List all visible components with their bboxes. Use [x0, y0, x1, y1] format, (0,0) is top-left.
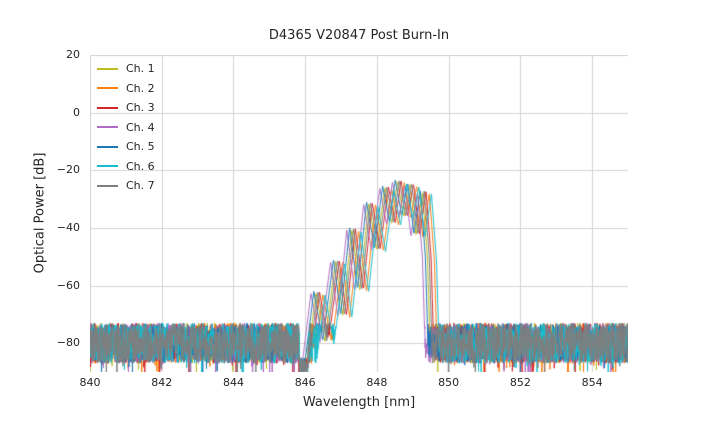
x-tick-label: 844: [222, 376, 244, 389]
x-tick-label: 854: [581, 376, 603, 389]
legend-item: Ch. 6: [97, 157, 155, 177]
legend-label: Ch. 2: [126, 81, 155, 95]
legend-item: Ch. 5: [97, 137, 155, 157]
legend: Ch. 1 Ch. 2 Ch. 3 Ch. 4 Ch. 5 Ch. 6 Ch. 7: [97, 59, 155, 196]
x-tick-label: 840: [79, 376, 101, 389]
legend-item: Ch. 2: [97, 79, 155, 99]
y-tick-label: 20: [66, 48, 80, 61]
x-tick-label: 848: [366, 376, 388, 389]
x-tick-label: 846: [294, 376, 316, 389]
legend-line-swatch: [97, 106, 118, 109]
x-tick-label: 850: [438, 376, 460, 389]
legend-label: Ch. 3: [126, 101, 155, 115]
legend-item: Ch. 7: [97, 176, 155, 196]
legend-item: Ch. 4: [97, 118, 155, 138]
y-tick-label: −40: [56, 220, 80, 234]
legend-line-swatch: [97, 165, 118, 168]
x-tick-label: 852: [509, 376, 531, 389]
legend-line-swatch: [97, 145, 118, 148]
legend-label: Ch. 1: [126, 62, 155, 76]
legend-item: Ch. 3: [97, 98, 155, 118]
legend-label: Ch. 5: [126, 140, 155, 154]
legend-label: Ch. 6: [126, 159, 155, 173]
y-tick-label: −60: [56, 278, 80, 292]
legend-line-swatch: [97, 67, 118, 70]
y-tick-label: −20: [56, 163, 80, 177]
x-axis-label: Wavelength [nm]: [302, 395, 416, 410]
legend-line-swatch: [97, 87, 118, 90]
legend-item: Ch. 1: [97, 59, 155, 79]
plot-area: [90, 55, 628, 372]
legend-line-swatch: [97, 184, 118, 187]
x-tick-label: 842: [151, 376, 173, 389]
chart-title: D4365 V20847 Post Burn-In: [268, 28, 450, 43]
x-tick-labels: 840 842 844 846 848 850 852 854: [80, 376, 628, 392]
y-tick-labels: 20 0 −20 −40 −60 −80: [0, 48, 84, 372]
legend-label: Ch. 7: [126, 179, 155, 193]
y-tick-label: −80: [56, 336, 80, 350]
legend-label: Ch. 4: [126, 120, 155, 134]
y-tick-label: 0: [73, 105, 80, 119]
legend-line-swatch: [97, 126, 118, 129]
